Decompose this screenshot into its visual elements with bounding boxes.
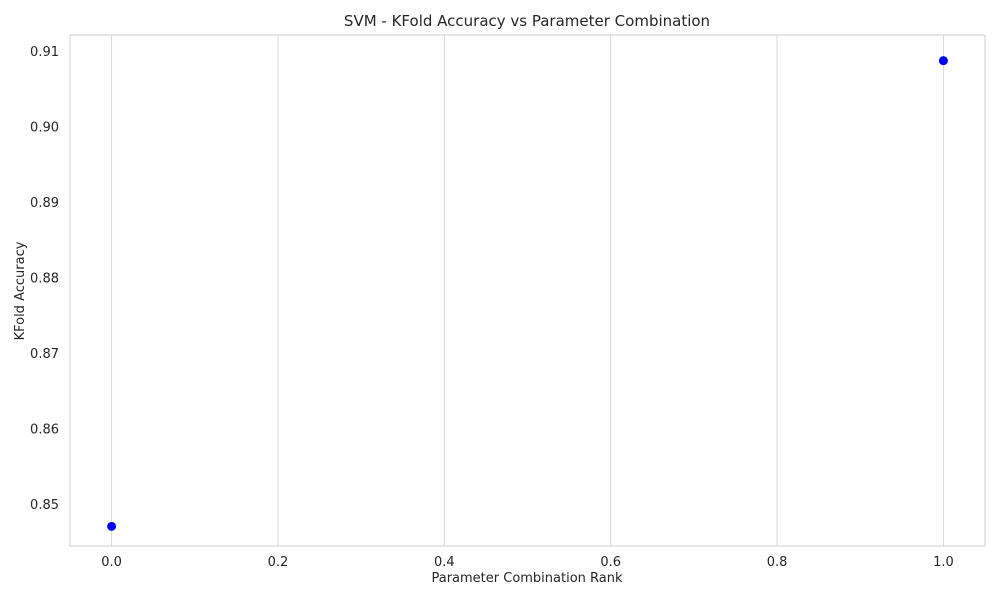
data-point <box>107 521 117 531</box>
x-axis-label: Parameter Combination Rank <box>431 571 623 586</box>
grid-layer <box>111 35 944 546</box>
y-tick-label: 0.86 <box>30 423 59 438</box>
y-tick-label: 0.85 <box>30 498 59 513</box>
y-tick-label: 0.87 <box>30 347 59 362</box>
axes-spines <box>69 34 986 547</box>
x-tick-label: 0.8 <box>767 555 788 570</box>
y-tick-label: 0.90 <box>30 121 59 136</box>
x-tick-label: 0.0 <box>101 555 122 570</box>
x-tick-labels: 0.0 0.2 0.4 0.6 0.8 1.0 <box>101 555 954 570</box>
y-tick-label: 0.89 <box>30 196 59 211</box>
x-tick-label: 1.0 <box>933 555 954 570</box>
y-tick-label: 0.91 <box>30 45 59 60</box>
y-tick-labels: 0.85 0.86 0.87 0.88 0.89 0.90 0.91 <box>30 45 59 513</box>
x-tick-label: 0.4 <box>434 555 455 570</box>
x-tick-label: 0.2 <box>268 555 289 570</box>
data-point <box>938 56 948 66</box>
x-tick-label: 0.6 <box>600 555 621 570</box>
chart-title: SVM - KFold Accuracy vs Parameter Combin… <box>344 12 710 30</box>
plot-area <box>70 35 985 546</box>
y-axis-label: KFold Accuracy <box>13 241 28 340</box>
y-tick-label: 0.88 <box>30 272 59 287</box>
data-points <box>107 56 948 531</box>
